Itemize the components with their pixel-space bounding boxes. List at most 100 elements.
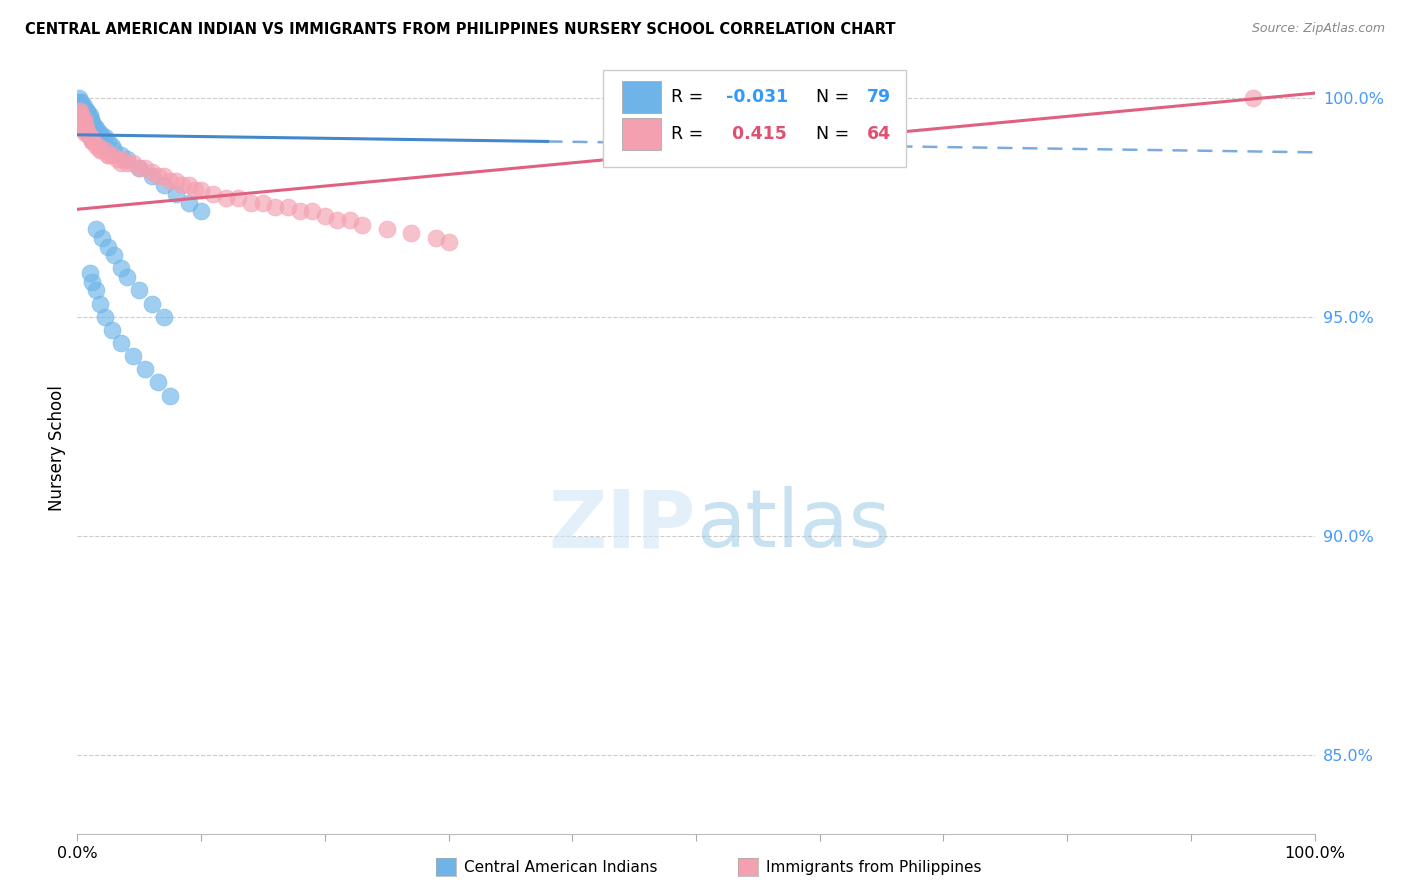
Point — [72, 99, 94, 113]
Point — [69, 103, 91, 118]
Point — [90, 143, 112, 157]
Point — [425, 231, 447, 245]
Point — [76, 126, 98, 140]
Point — [110, 147, 132, 161]
Point — [73, 126, 96, 140]
Point — [339, 213, 361, 227]
Point — [70, 117, 93, 131]
Point — [80, 112, 103, 127]
FancyBboxPatch shape — [603, 70, 907, 167]
Point — [79, 108, 101, 122]
Point — [87, 138, 110, 153]
Point — [76, 103, 98, 118]
Point — [82, 275, 104, 289]
Point — [97, 239, 120, 253]
Point — [103, 143, 125, 157]
Text: 0.415: 0.415 — [725, 125, 786, 144]
Point — [67, 103, 90, 118]
Point — [72, 103, 94, 118]
Point — [277, 200, 299, 214]
Point — [141, 169, 163, 184]
Point — [202, 186, 225, 201]
Point — [89, 143, 111, 157]
Text: R =: R = — [671, 88, 709, 106]
Point — [82, 117, 104, 131]
Text: ZIP: ZIP — [548, 486, 696, 565]
Point — [110, 156, 132, 170]
Point — [165, 174, 187, 188]
Point — [134, 362, 156, 376]
Point — [177, 178, 200, 193]
Point — [70, 95, 93, 109]
Point — [350, 218, 373, 232]
Point — [103, 248, 125, 262]
Point — [76, 108, 98, 122]
Point — [76, 112, 98, 127]
Text: N =: N = — [804, 125, 855, 144]
Text: 64: 64 — [866, 125, 891, 144]
Point — [93, 143, 115, 157]
Point — [111, 152, 134, 166]
Point — [184, 183, 207, 197]
Point — [134, 161, 156, 175]
Point — [172, 178, 194, 193]
Point — [128, 161, 150, 175]
Point — [70, 103, 93, 118]
Point — [70, 103, 93, 118]
Point — [97, 147, 120, 161]
Point — [190, 183, 212, 197]
Point — [226, 191, 249, 205]
Point — [91, 130, 114, 145]
Point — [75, 112, 97, 127]
Point — [75, 103, 97, 118]
Point — [79, 130, 101, 145]
Point — [301, 204, 323, 219]
Point — [69, 95, 91, 109]
Point — [79, 112, 101, 127]
Point — [72, 108, 94, 122]
Point — [1241, 90, 1264, 104]
Point — [239, 195, 262, 210]
Point — [72, 99, 94, 113]
Point — [110, 261, 132, 276]
Point — [190, 204, 212, 219]
Point — [75, 121, 97, 136]
Point — [437, 235, 460, 250]
Point — [122, 156, 145, 170]
Point — [146, 169, 169, 184]
Point — [101, 323, 124, 337]
Point — [84, 138, 107, 153]
Point — [97, 134, 120, 148]
Point — [141, 165, 163, 179]
Point — [80, 130, 103, 145]
Point — [73, 117, 96, 131]
Point — [128, 284, 150, 298]
FancyBboxPatch shape — [621, 81, 661, 113]
Point — [72, 99, 94, 113]
Text: CENTRAL AMERICAN INDIAN VS IMMIGRANTS FROM PHILIPPINES NURSERY SCHOOL CORRELATIO: CENTRAL AMERICAN INDIAN VS IMMIGRANTS FR… — [25, 22, 896, 37]
Point — [314, 209, 336, 223]
Point — [67, 90, 90, 104]
Point — [70, 112, 93, 127]
Point — [77, 112, 100, 127]
Point — [67, 103, 90, 118]
Point — [67, 99, 90, 113]
Point — [73, 108, 96, 122]
Point — [101, 147, 124, 161]
Point — [67, 95, 90, 109]
Point — [82, 134, 104, 148]
Point — [177, 195, 200, 210]
Point — [110, 336, 132, 351]
Point — [93, 130, 115, 145]
Point — [84, 284, 107, 298]
Point — [69, 108, 91, 122]
Point — [77, 126, 100, 140]
Point — [326, 213, 349, 227]
Point — [73, 103, 96, 118]
Point — [69, 99, 91, 113]
Point — [153, 178, 176, 193]
Point — [69, 99, 91, 113]
Point — [70, 99, 93, 113]
Point — [165, 186, 187, 201]
Point — [72, 112, 94, 127]
